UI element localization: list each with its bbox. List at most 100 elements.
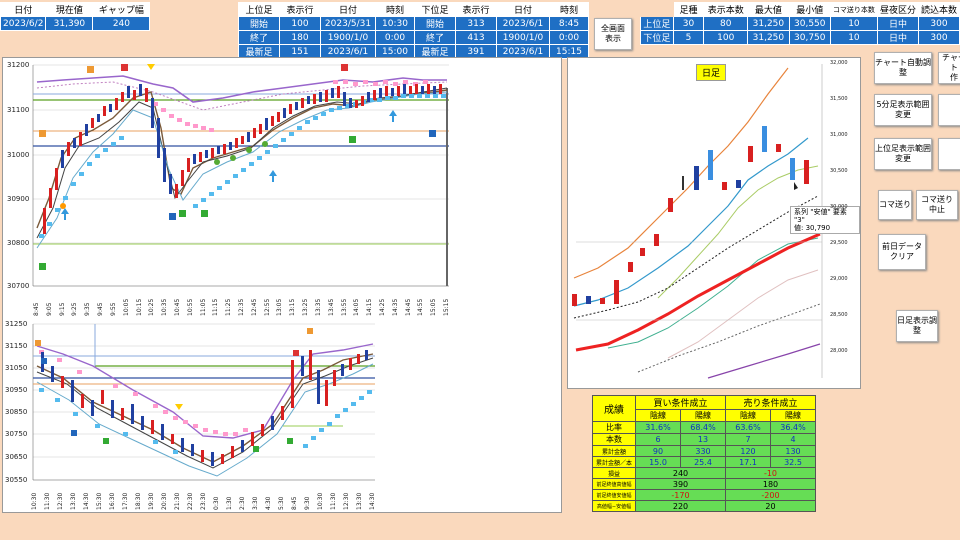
daily-adjust-button[interactable]: 日足表示調整 bbox=[896, 310, 938, 342]
frame-step-button[interactable]: コマ送り bbox=[878, 190, 912, 220]
x-tick: 11:05 bbox=[199, 298, 207, 316]
upper-cell: 終了 bbox=[238, 30, 280, 45]
lower-cell[interactable]: 313 bbox=[455, 16, 497, 31]
result-cell: 4 bbox=[770, 433, 816, 446]
y-tick-lower: 31050 bbox=[5, 364, 28, 372]
x-tick: 14:05 bbox=[353, 298, 361, 316]
settings-cell[interactable]: 300 bbox=[917, 16, 960, 31]
x-tick: 13:30 bbox=[70, 492, 77, 510]
result-cell: 90 bbox=[635, 445, 681, 457]
settings-header: 足種 bbox=[672, 2, 705, 17]
y-tick: 30900 bbox=[7, 195, 30, 203]
x-tick: 15:15 bbox=[443, 298, 450, 316]
y-tick-lower: 31250 bbox=[5, 320, 28, 328]
buy-condition-header: 買い条件成立 bbox=[635, 395, 726, 410]
buy-yang-header: 陽線 bbox=[680, 409, 726, 422]
upper-range-table: 上位足 表示行 日付 時刻 開始 100 2023/5/31 10:30 終了 … bbox=[238, 2, 415, 59]
intraday-chart bbox=[32, 64, 449, 287]
settings-cell[interactable]: 日中 bbox=[876, 30, 919, 45]
upper-cell[interactable]: 151 bbox=[279, 44, 321, 59]
settings-header: コマ送り本数 bbox=[829, 2, 878, 17]
five-min-range-button[interactable]: 5分足表示範囲変更 bbox=[874, 94, 932, 126]
grid-lines bbox=[32, 64, 449, 287]
extra-button-3[interactable] bbox=[938, 138, 960, 170]
low-gap-label: 前足終値安値幅 bbox=[592, 489, 636, 501]
settings-cell[interactable]: 80 bbox=[703, 16, 749, 31]
settings-table: 足種 表示本数 最大値 最小値 コマ送り本数 昼夜区分 読込本数 上位足 30 … bbox=[640, 2, 960, 45]
current-price: 31,390 bbox=[45, 16, 94, 31]
x-tick: 21:30 bbox=[174, 492, 181, 510]
clear-prev-day-button[interactable]: 前日データ クリア bbox=[878, 234, 926, 270]
result-cell: 130 bbox=[770, 445, 816, 457]
upper-header-3: 時刻 bbox=[375, 2, 415, 17]
daily-y-tick: 30,000 bbox=[830, 204, 848, 210]
x-tick: 10:15 bbox=[135, 298, 143, 316]
x-tick: 17:30 bbox=[122, 492, 129, 510]
x-tick: 11:30 bbox=[44, 492, 51, 510]
lower-cell[interactable]: 391 bbox=[455, 44, 497, 59]
x-tick: 9:05 bbox=[45, 302, 53, 316]
settings-cell: 下位足 bbox=[640, 30, 674, 45]
settings-cell[interactable]: 10 bbox=[829, 16, 878, 31]
y-tick-lower: 30550 bbox=[5, 476, 28, 484]
avg-label: 累計金額／本 bbox=[592, 456, 636, 468]
daily-y-tick: 29,500 bbox=[830, 240, 848, 246]
result-cell: 36.4% bbox=[770, 421, 816, 434]
settings-cell[interactable]: 5 bbox=[672, 30, 705, 45]
chart-create-button[interactable]: チャート 作 bbox=[938, 52, 960, 84]
daily-candles bbox=[572, 126, 809, 306]
x-tick: 9:45 bbox=[97, 302, 105, 316]
extra-button-2[interactable] bbox=[938, 94, 960, 126]
settings-cell[interactable]: 30 bbox=[672, 16, 705, 31]
moving-averages bbox=[36, 75, 448, 249]
lower-cell[interactable]: 413 bbox=[455, 30, 497, 45]
lower-header-2: 日付 bbox=[496, 2, 550, 17]
x-tick: 10:45 bbox=[173, 298, 181, 316]
chart-auto-adjust-button[interactable]: チャート自動調整 bbox=[874, 52, 932, 84]
settings-cell[interactable]: 10 bbox=[829, 30, 878, 45]
grid-lines-lower bbox=[32, 323, 375, 481]
sell-yin-header: 陰線 bbox=[725, 409, 771, 422]
fullscreen-button[interactable]: 全画面 表示 bbox=[594, 18, 632, 50]
buy-yin-header: 陰線 bbox=[635, 409, 681, 422]
lower-header-1: 表示行 bbox=[455, 2, 497, 17]
x-tick: 9:25 bbox=[71, 302, 79, 316]
upper-cell: 10:30 bbox=[375, 16, 415, 31]
settings-cell[interactable]: 300 bbox=[917, 30, 960, 45]
lower-band-markers bbox=[39, 94, 446, 238]
x-tick: 13:30 bbox=[356, 492, 363, 510]
lower-cell: 終了 bbox=[414, 30, 456, 45]
x-tick: 12:35 bbox=[238, 298, 245, 316]
signal-markers bbox=[39, 64, 436, 270]
x-tick: 14:25 bbox=[378, 298, 386, 316]
x-tick: 13:25 bbox=[302, 298, 310, 316]
x-tick: 5:30 bbox=[278, 496, 285, 510]
upper-cell: 1900/1/0 bbox=[320, 30, 376, 45]
upper-cell[interactable]: 180 bbox=[279, 30, 321, 45]
upper-cell[interactable]: 100 bbox=[279, 16, 321, 31]
result-cell: 31.6% bbox=[635, 421, 681, 434]
high-gap-label: 前足終値高値幅 bbox=[592, 478, 636, 490]
settings-cell[interactable]: 日中 bbox=[876, 16, 919, 31]
sell-high-gap: 180 bbox=[725, 478, 816, 490]
count-label: 本数 bbox=[592, 433, 636, 446]
upper-cell: 最新足 bbox=[238, 44, 280, 59]
frame-step-stop-button[interactable]: コマ送り 中止 bbox=[916, 190, 958, 220]
x-tick: 14:55 bbox=[417, 298, 425, 316]
x-tick: 14:35 bbox=[391, 298, 399, 316]
x-tick: 16:30 bbox=[109, 492, 116, 510]
x-tick: 13:55 bbox=[340, 298, 348, 316]
settings-cell[interactable]: 100 bbox=[703, 30, 749, 45]
current-info-table: 日付 現在値 ギャップ幅 2023/6/2 31,390 240 bbox=[0, 2, 151, 31]
y-tick: 30800 bbox=[7, 239, 30, 247]
x-tick: 9:15 bbox=[58, 302, 66, 316]
x-tick: 8:45 bbox=[291, 496, 298, 510]
x-tick: 13:45 bbox=[327, 298, 335, 316]
lower-cell: 0:00 bbox=[549, 30, 589, 45]
x-tick: 3:30 bbox=[252, 496, 259, 510]
x-tick: 12:30 bbox=[343, 492, 350, 510]
upper-cell: 0:00 bbox=[375, 30, 415, 45]
ratio-label: 比率 bbox=[592, 421, 636, 434]
upper-range-button[interactable]: 上位足表示範囲変更 bbox=[874, 138, 932, 170]
candlesticks bbox=[43, 84, 442, 234]
